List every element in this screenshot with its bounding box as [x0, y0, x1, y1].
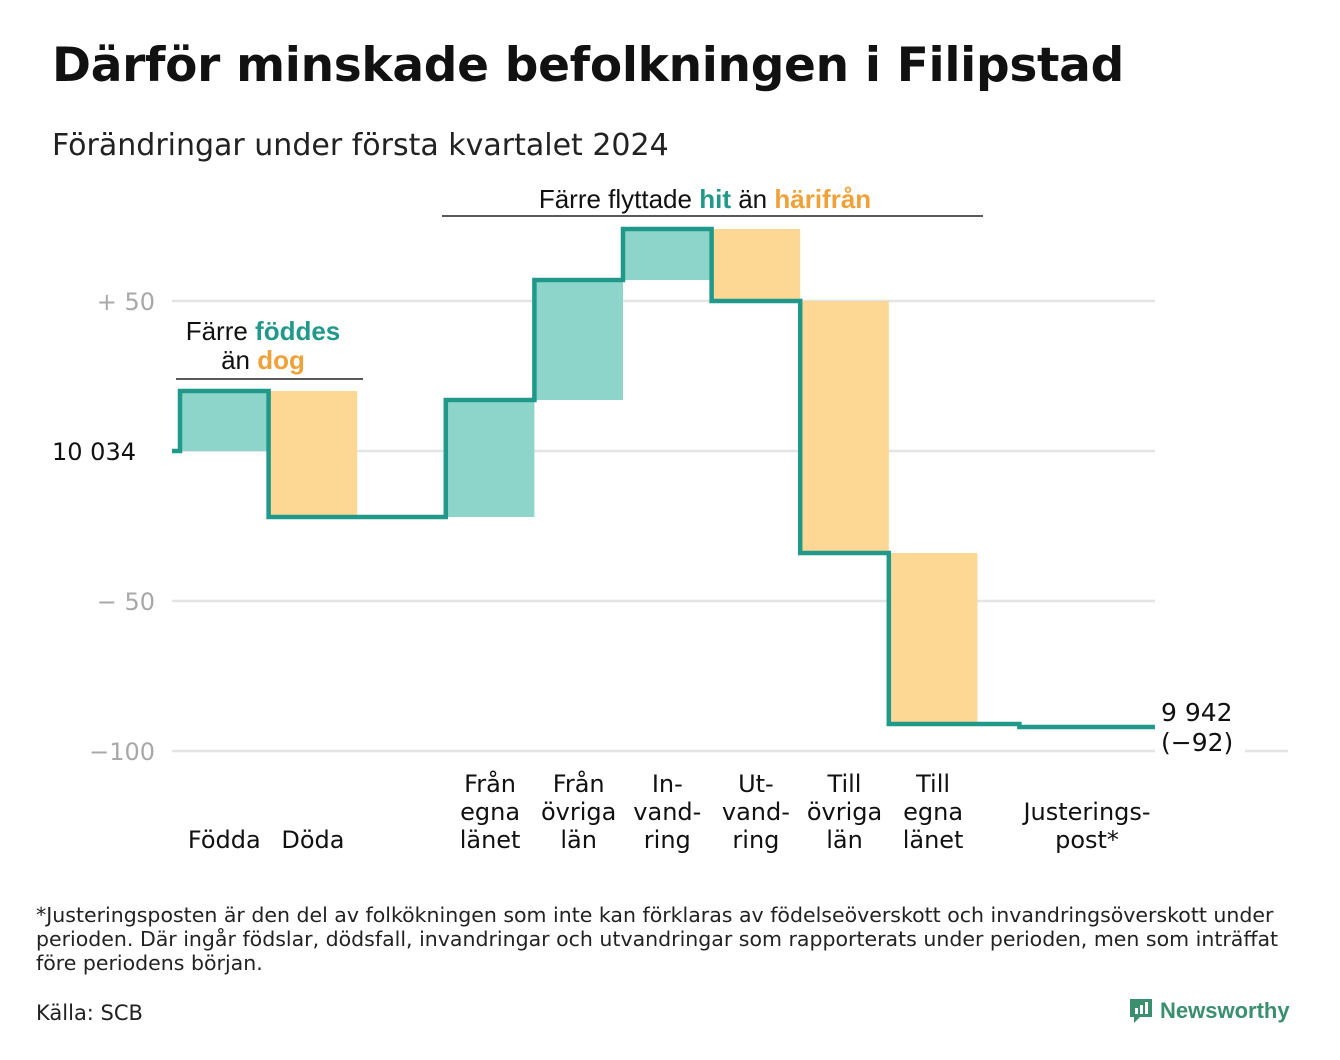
annotation-segment: än: [221, 345, 257, 375]
category-label: övriga: [807, 798, 882, 826]
source-note: Källa: SCB: [36, 1001, 143, 1025]
waterfall-chart: + 50 10 034 − 50 −100 9 942(−92) Födda Döda Frå…: [52, 184, 1288, 854]
category-label: länet: [903, 826, 964, 854]
category-label: vand-: [633, 798, 701, 826]
annotation-segment: föddes: [255, 316, 340, 346]
category-label: In-: [652, 770, 683, 798]
chart-bubble-icon: [1130, 999, 1152, 1023]
category-label: post*: [1055, 826, 1119, 854]
running-total-line: [172, 226, 1155, 730]
bar-decrease: [711, 229, 801, 301]
y-tick-label: + 50: [97, 288, 155, 316]
category-label: länet: [460, 826, 521, 854]
category-label: Från: [553, 769, 605, 798]
bar-increase: [180, 391, 269, 451]
bar-increase: [623, 229, 712, 280]
annotation-segment: Färre: [186, 316, 255, 346]
category-label: egna: [460, 798, 520, 826]
category-label: Födda: [188, 826, 261, 854]
category-label: län: [826, 826, 863, 854]
bar-increase: [445, 400, 535, 517]
category-label: Till: [915, 770, 950, 798]
y-tick-label: − 50: [97, 588, 155, 616]
annotation-segment: Färre flyttade: [539, 184, 699, 214]
category-label: län: [560, 826, 597, 854]
footnote: *Justeringsposten är den del av folkökni…: [36, 903, 1279, 975]
bar-decrease: [888, 553, 978, 724]
brand-name: Newsworthy: [1160, 998, 1290, 1023]
category-label: Justerings-: [1021, 798, 1150, 826]
category-label: Döda: [281, 826, 344, 854]
category-label: Ut-: [738, 770, 774, 798]
y-tick-label: −100: [89, 738, 155, 766]
brand-logo: Newsworthy: [1128, 997, 1290, 1025]
category-label: övriga: [541, 798, 616, 826]
annotation-segment: än: [731, 184, 774, 214]
annotation-text: Färre flyttade hit än härifrån: [539, 184, 871, 214]
end-change-label: (−92): [1161, 728, 1233, 757]
chart-subtitle: Förändringar under första kvartalet 2024: [52, 128, 669, 163]
annotation-segment: dog: [257, 345, 305, 375]
bar-decrease: [268, 391, 358, 517]
bar-increase: [534, 280, 623, 400]
annotation-text: Färre föddes: [186, 316, 341, 346]
category-label: ring: [732, 826, 779, 854]
end-value-label: 9 942: [1161, 698, 1233, 727]
chart-title: Därför minskade befolkningen i Filipstad: [52, 38, 1124, 93]
annotation-segment: hit: [699, 184, 731, 214]
y-tick-label: 10 034: [52, 438, 136, 466]
category-label: Till: [827, 770, 862, 798]
category-label: egna: [903, 798, 963, 826]
category-label: ring: [644, 826, 691, 854]
category-label: Från: [464, 769, 516, 798]
category-label: vand-: [722, 798, 790, 826]
annotation-text: än dog: [221, 345, 305, 375]
annotation-segment: härifrån: [774, 184, 871, 214]
bar-decrease: [800, 301, 889, 553]
